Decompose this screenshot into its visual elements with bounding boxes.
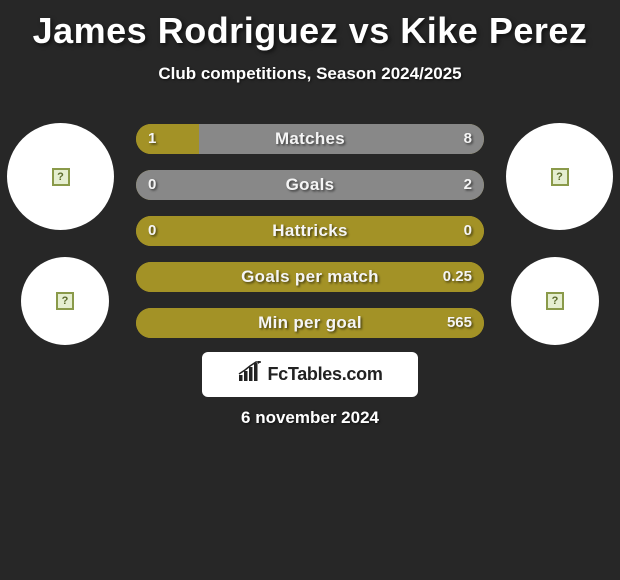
stat-value-right: 2 — [464, 170, 472, 200]
stat-bars: Matches18Goals02Hattricks00Goals per mat… — [136, 124, 484, 354]
stat-row: Goals0 2 — [136, 170, 484, 200]
stat-value-right: 0 — [464, 216, 472, 246]
stat-label: Goals — [136, 170, 484, 200]
chart-icon — [237, 361, 263, 388]
image-placeholder-icon — [546, 292, 564, 310]
image-placeholder-icon — [52, 168, 70, 186]
player2-club-avatar — [511, 257, 599, 345]
stat-row: Matches1 8 — [136, 124, 484, 154]
stat-label: Matches — [136, 124, 484, 154]
stat-row: Goals per match0.25 — [136, 262, 484, 292]
stat-value-left: 0 — [148, 170, 156, 200]
stat-value-right: 565 — [447, 308, 472, 338]
player1-name: James Rodriguez — [33, 10, 339, 51]
stat-value-right: 0.25 — [443, 262, 472, 292]
branding-text: FcTables.com — [267, 364, 382, 385]
image-placeholder-icon — [56, 292, 74, 310]
stat-row: Hattricks0 0 — [136, 216, 484, 246]
footer-date: 6 november 2024 — [0, 408, 620, 428]
stat-value-left: 1 — [148, 124, 156, 154]
vs-text: vs — [349, 10, 390, 51]
stat-value-left: 0 — [148, 216, 156, 246]
comparison-title: James Rodriguez vs Kike Perez — [0, 0, 620, 52]
player2-name: Kike Perez — [400, 10, 587, 51]
image-placeholder-icon — [551, 168, 569, 186]
comparison-subtitle: Club competitions, Season 2024/2025 — [0, 64, 620, 84]
branding-badge: FcTables.com — [202, 352, 418, 397]
player1-avatar — [7, 123, 114, 230]
stat-row: Min per goal565 — [136, 308, 484, 338]
stat-label: Hattricks — [136, 216, 484, 246]
stat-label: Goals per match — [136, 262, 484, 292]
stat-label: Min per goal — [136, 308, 484, 338]
player2-avatar — [506, 123, 613, 230]
player1-club-avatar — [21, 257, 109, 345]
stat-value-right: 8 — [464, 124, 472, 154]
